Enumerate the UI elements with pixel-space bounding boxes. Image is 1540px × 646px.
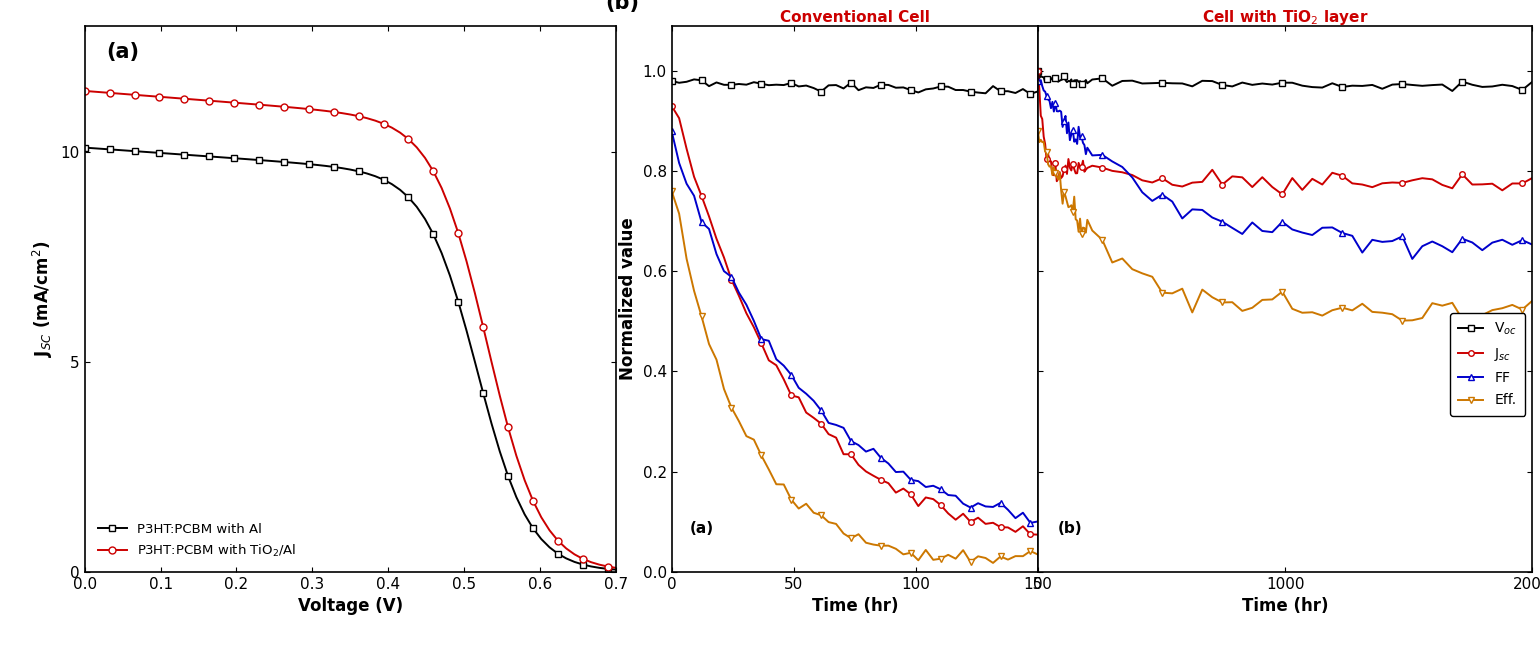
X-axis label: Time (hr): Time (hr) — [812, 597, 898, 615]
Legend: V$_{oc}$, J$_{sc}$, FF, Eff.: V$_{oc}$, J$_{sc}$, FF, Eff. — [1449, 313, 1525, 416]
Y-axis label: J$_{SC}$ (mA/cm$^2$): J$_{SC}$ (mA/cm$^2$) — [31, 240, 55, 357]
X-axis label: Time (hr): Time (hr) — [1241, 597, 1329, 615]
Title: Cell with TiO$_2$ layer: Cell with TiO$_2$ layer — [1201, 8, 1369, 26]
Text: (a): (a) — [106, 42, 139, 62]
Text: (a): (a) — [690, 521, 715, 536]
X-axis label: Voltage (V): Voltage (V) — [297, 597, 403, 615]
Y-axis label: Normalized value: Normalized value — [619, 218, 638, 380]
Title: Conventional Cell: Conventional Cell — [779, 10, 930, 25]
Legend: P3HT:PCBM with Al, P3HT:PCBM with TiO$_2$/Al: P3HT:PCBM with Al, P3HT:PCBM with TiO$_2… — [91, 516, 303, 565]
Text: (b): (b) — [1058, 521, 1083, 536]
Text: (b): (b) — [605, 0, 639, 13]
